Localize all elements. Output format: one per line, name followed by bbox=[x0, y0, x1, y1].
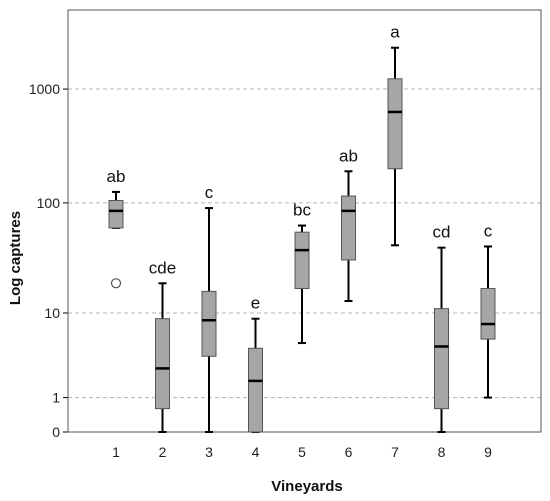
group-letter-5: bc bbox=[293, 201, 311, 220]
x-tick-label-6: 6 bbox=[345, 444, 353, 460]
x-tick-label-2: 2 bbox=[159, 444, 167, 460]
x-tick-label-1: 1 bbox=[112, 444, 120, 460]
x-tick-label-9: 9 bbox=[484, 444, 492, 460]
iqr-box-6 bbox=[341, 195, 356, 261]
box-4 bbox=[248, 317, 263, 433]
group-letter-1: ab bbox=[107, 167, 126, 186]
box-3 bbox=[201, 207, 217, 433]
iqr-box-8 bbox=[434, 308, 449, 410]
box-8 bbox=[434, 246, 449, 433]
iqr-box-9 bbox=[480, 288, 496, 340]
y-tick-label-1: 1 bbox=[52, 390, 60, 406]
group-letter-4: e bbox=[251, 294, 260, 313]
iqr-box-3 bbox=[201, 290, 217, 357]
x-axis-title: Vineyards bbox=[271, 478, 342, 495]
box-7 bbox=[387, 46, 403, 247]
labels: ab cde c e bc ab a cd c bbox=[107, 23, 493, 313]
x-tick-label-8: 8 bbox=[438, 444, 446, 460]
y-tick-label-0: 0 bbox=[52, 424, 60, 440]
group-letter-6: ab bbox=[339, 146, 358, 165]
group-letter-2: cde bbox=[149, 258, 176, 277]
box-2 bbox=[155, 282, 170, 433]
group-letter-8: cd bbox=[433, 223, 451, 242]
iqr-box-2 bbox=[155, 318, 170, 410]
x-tick-label-4: 4 bbox=[252, 444, 260, 460]
y-tick-label-1000: 1000 bbox=[29, 81, 60, 97]
iqr-box-5 bbox=[294, 231, 310, 290]
y-tick-label-100: 100 bbox=[37, 195, 61, 211]
x-tick-label-7: 7 bbox=[391, 444, 399, 460]
y-tick-label-10: 10 bbox=[44, 305, 60, 321]
boxes bbox=[108, 46, 496, 433]
x-tick-label-5: 5 bbox=[298, 444, 306, 460]
axes: 0 1 10 100 1000 1 2 3 4 5 6 7 8 9 bbox=[29, 9, 542, 460]
iqr-box-4 bbox=[248, 347, 263, 433]
box-1 bbox=[108, 190, 124, 289]
box-5 bbox=[294, 224, 310, 345]
outlier-1-0 bbox=[110, 278, 122, 289]
group-letter-9: c bbox=[484, 221, 493, 240]
grid bbox=[68, 88, 541, 399]
box-6 bbox=[341, 170, 356, 302]
group-letter-7: a bbox=[390, 23, 400, 42]
group-letter-3: c bbox=[205, 183, 214, 202]
y-axis-title: Log captures bbox=[7, 211, 24, 305]
plot-frame bbox=[67, 9, 542, 433]
box-9 bbox=[480, 245, 496, 399]
iqr-box-7 bbox=[387, 78, 403, 170]
iqr-box-1 bbox=[108, 200, 124, 229]
x-tick-label-3: 3 bbox=[205, 444, 213, 460]
